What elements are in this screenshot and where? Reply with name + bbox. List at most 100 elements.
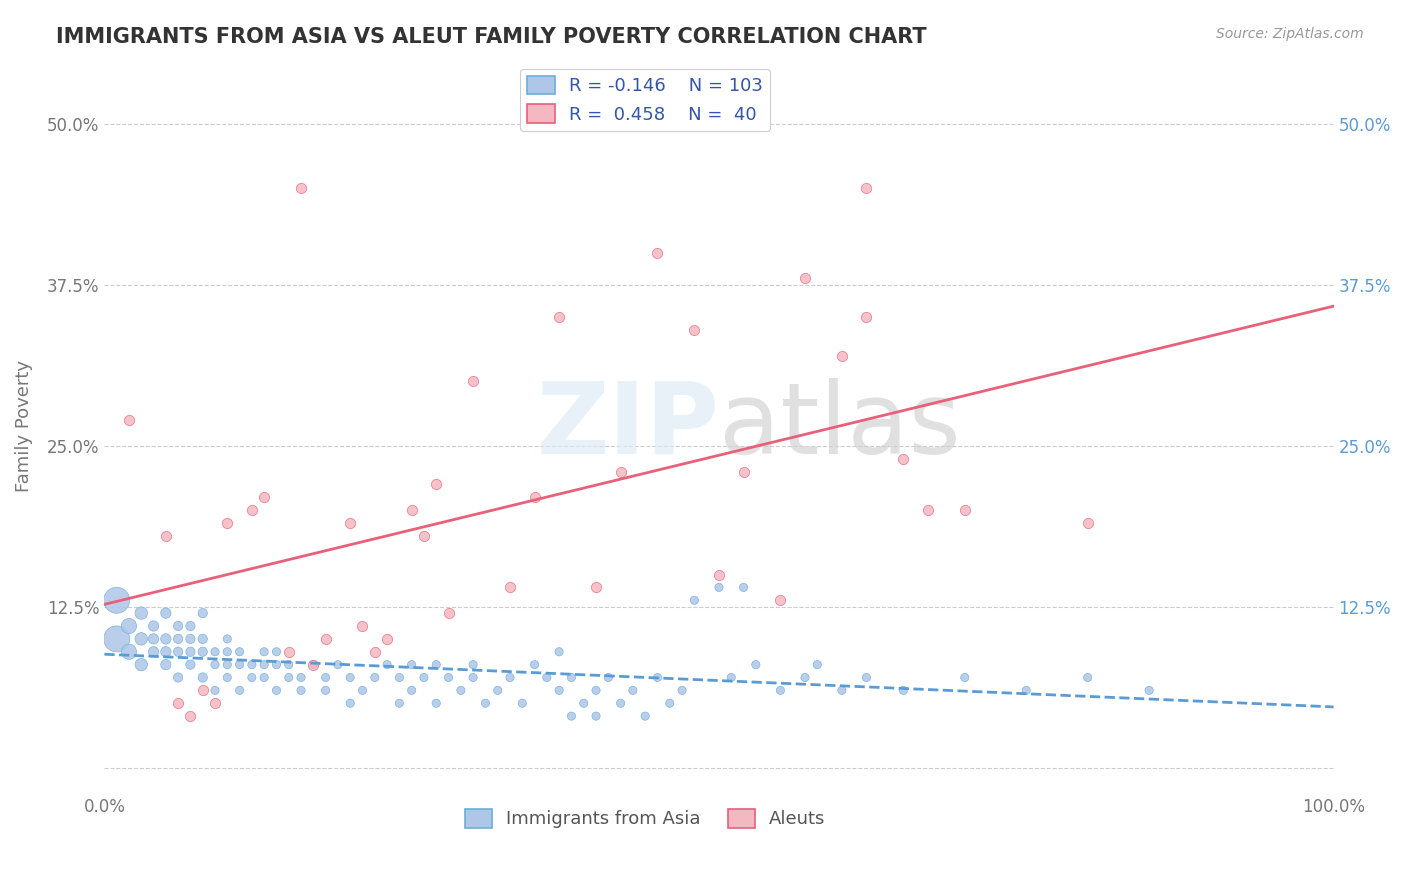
Point (609, 465, 631, 479)
Point (891, 683, 914, 698)
Text: ZIP: ZIP (536, 378, 718, 475)
Point (585, 581, 607, 595)
Point (155, 645, 177, 659)
Point (425, 657, 447, 672)
Point (647, 671, 669, 685)
Point (253, 490, 276, 504)
Point (179, 632, 201, 646)
Point (129, 632, 152, 646)
Point (339, 671, 361, 685)
Point (461, 671, 484, 685)
Point (536, 671, 558, 685)
Point (401, 503, 423, 517)
Point (277, 645, 299, 659)
Point (831, 349, 853, 363)
Point (266, 683, 288, 698)
Point (240, 503, 263, 517)
Point (523, 657, 546, 672)
Point (217, 516, 239, 530)
Point (499, 581, 522, 595)
Point (953, 503, 976, 517)
Point (560, 709, 582, 723)
Point (302, 657, 325, 672)
Point (315, 683, 337, 698)
Point (253, 657, 276, 672)
Point (204, 657, 226, 672)
Point (315, 632, 337, 646)
Point (129, 657, 152, 672)
Point (855, 671, 877, 685)
Point (388, 696, 411, 710)
Point (388, 671, 411, 685)
Point (585, 709, 607, 723)
Point (228, 657, 250, 672)
Point (461, 375, 484, 389)
Point (499, 671, 522, 685)
Point (118, 413, 141, 427)
Point (720, 671, 742, 685)
Point (326, 657, 349, 672)
Point (461, 657, 484, 672)
Point (683, 593, 706, 607)
Point (167, 696, 190, 710)
Point (179, 619, 201, 633)
Point (228, 683, 250, 698)
Point (315, 671, 337, 685)
Point (1077, 671, 1099, 685)
Point (302, 657, 325, 672)
Point (548, 683, 571, 698)
Point (277, 671, 299, 685)
Point (486, 683, 509, 698)
Point (769, 593, 792, 607)
Point (253, 645, 276, 659)
Text: atlas: atlas (718, 378, 960, 475)
Point (683, 323, 706, 337)
Point (191, 683, 214, 698)
Point (1137, 683, 1160, 698)
Point (129, 606, 152, 620)
Point (142, 645, 165, 659)
Point (548, 645, 571, 659)
Point (401, 683, 423, 698)
Point (204, 683, 226, 698)
Point (105, 593, 128, 607)
Point (375, 657, 398, 672)
Point (1015, 683, 1038, 698)
Text: Source: ZipAtlas.com: Source: ZipAtlas.com (1216, 27, 1364, 41)
Point (118, 645, 141, 659)
Point (572, 696, 595, 710)
Point (179, 645, 201, 659)
Point (155, 529, 177, 543)
Point (167, 645, 190, 659)
Point (891, 451, 914, 466)
Point (364, 671, 387, 685)
Point (217, 657, 239, 672)
Legend: Immigrants from Asia, Aleuts: Immigrants from Asia, Aleuts (457, 802, 832, 836)
Point (425, 696, 447, 710)
Point (228, 645, 250, 659)
Point (191, 606, 214, 620)
Point (266, 645, 288, 659)
Point (204, 645, 226, 659)
Point (167, 632, 190, 646)
Point (266, 657, 288, 672)
Point (806, 657, 828, 672)
Point (510, 696, 533, 710)
Point (609, 696, 631, 710)
Point (769, 683, 792, 698)
Point (191, 671, 214, 685)
Point (855, 181, 877, 195)
Point (474, 696, 496, 710)
Point (437, 671, 460, 685)
Point (658, 696, 681, 710)
Point (204, 696, 226, 710)
Point (191, 632, 214, 646)
Point (191, 645, 214, 659)
Point (155, 632, 177, 646)
Point (142, 619, 165, 633)
Point (155, 657, 177, 672)
Point (831, 683, 853, 698)
Point (794, 671, 817, 685)
Point (155, 606, 177, 620)
Point (437, 606, 460, 620)
